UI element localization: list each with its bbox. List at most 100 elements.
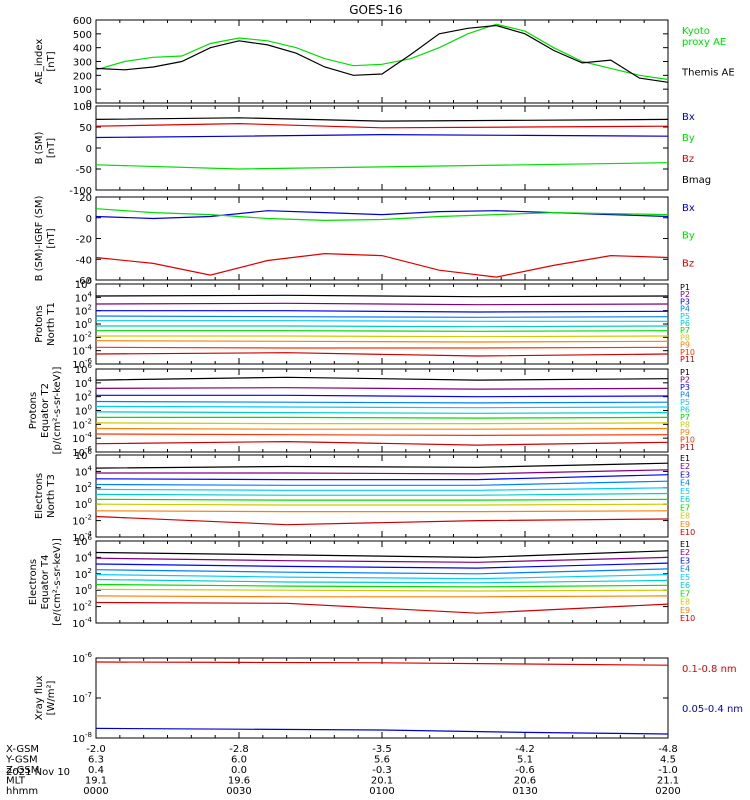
y-tick-label: 102 — [75, 390, 92, 404]
ephemeris-value: -1.0 — [658, 765, 678, 776]
y-tick-label: 106 — [75, 448, 93, 462]
y-tick-label: 100 — [75, 583, 92, 597]
ephemeris-value: 5.1 — [517, 755, 533, 766]
y-tick-label: 10-2 — [72, 417, 92, 431]
y-axis-label: [nT] — [46, 51, 57, 71]
ephemeris-value: 21.1 — [657, 776, 679, 787]
legend-label: P1 — [680, 368, 690, 377]
ephemeris-value: 5.6 — [374, 755, 390, 766]
y-axis-label: Electrons — [28, 559, 39, 605]
series-line — [95, 133, 669, 139]
ephemeris-value: 0200 — [655, 786, 680, 797]
y-tick-label: 10-4 — [72, 431, 92, 445]
series-line — [95, 346, 669, 349]
y-tick-label: 100 — [75, 317, 92, 331]
y-tick-label: 10-4 — [72, 616, 92, 630]
series-line — [95, 568, 669, 575]
y-axis-label: B (SM) — [34, 131, 45, 164]
legend-label: P3 — [680, 297, 690, 306]
legend-label: E9 — [680, 520, 690, 529]
y-axis-label: North T1 — [46, 302, 57, 346]
y-axis-label: [nT] — [46, 138, 57, 158]
series-line — [95, 23, 669, 81]
panel-frame — [95, 196, 669, 281]
legend-label: P9 — [680, 341, 690, 350]
series-line — [95, 727, 669, 735]
ephemeris-value: 0000 — [83, 786, 108, 797]
legend-label: P1 — [680, 283, 690, 292]
ephemeris-value: -2.0 — [86, 744, 106, 755]
ephemeris-value: 20.6 — [514, 776, 536, 787]
legend-label: E10 — [680, 528, 695, 537]
legend-label: E6 — [680, 581, 690, 590]
series-line — [95, 487, 669, 491]
series-line — [95, 294, 669, 298]
legend-label: E7 — [680, 589, 690, 598]
series-line — [96, 330, 669, 332]
series-line — [95, 405, 669, 409]
panel-frame — [95, 368, 669, 453]
y-tick-label: -60 — [76, 276, 92, 287]
y-axis-label: Equator T2 — [40, 383, 51, 438]
y-axis-label: [e/(cm²-s-sr-keV)] — [52, 538, 63, 626]
series-line — [95, 252, 669, 278]
series-line — [95, 400, 669, 404]
legend-label: E6 — [680, 495, 690, 504]
legend-label: E5 — [680, 487, 690, 496]
ephemeris-value: -0.6 — [515, 765, 535, 776]
y-tick-label: -50 — [76, 165, 92, 176]
y-tick-label: 500 — [73, 30, 92, 41]
series-line — [95, 210, 669, 220]
legend-label: E1 — [680, 540, 690, 549]
ephemeris-value: 6.0 — [231, 755, 247, 766]
series-line — [95, 498, 669, 501]
ephemeris-row-label: hhmm — [6, 786, 38, 797]
y-axis-label: Protons — [34, 305, 45, 342]
y-tick-label: 104 — [75, 550, 93, 564]
y-tick-label: 10-8 — [72, 731, 92, 745]
legend-label: P2 — [680, 290, 690, 299]
series-line — [95, 427, 669, 430]
legend-label: Bz — [682, 154, 694, 165]
ephemeris-value: 0130 — [512, 786, 537, 797]
legend-label: P6 — [680, 406, 690, 415]
ephemeris-value: -4.2 — [515, 744, 535, 755]
y-tick-label: 10-2 — [72, 514, 92, 528]
panel-2: -100 -50 0 50 100 B (SM) [nT] Bx By Bz Bmag — [34, 102, 711, 197]
y-tick-label: 10-6 — [72, 651, 92, 665]
legend-label: P5 — [680, 398, 690, 407]
date-label: 2021 Nov 10 — [6, 767, 70, 778]
y-tick-label: 104 — [75, 464, 93, 478]
legend-label: By — [682, 133, 695, 144]
y-tick-label: 50 — [79, 123, 92, 134]
series-line — [96, 335, 669, 338]
series-line — [95, 352, 669, 357]
series-line — [95, 340, 669, 343]
y-axis-label: North T3 — [46, 474, 57, 518]
series-line — [95, 578, 669, 584]
legend-label: P8 — [680, 333, 690, 342]
y-tick-label: 10-7 — [72, 691, 92, 705]
y-tick-label: 200 — [73, 71, 92, 82]
legend-label: E8 — [680, 512, 690, 521]
y-tick-label: 10-4 — [72, 344, 92, 358]
y-tick-label: 106 — [75, 362, 93, 376]
series-line — [95, 315, 669, 318]
series-line — [95, 387, 669, 390]
series-line — [95, 376, 669, 381]
y-tick-label: 300 — [73, 58, 92, 69]
legend-label: 0.1-0.8 nm — [682, 664, 737, 675]
y-axis-label: [p/(cm²-s-sr-keV)] — [52, 367, 63, 455]
legend-label: P7 — [680, 326, 690, 335]
y-tick-label: 100 — [75, 404, 92, 418]
legend-label: E2 — [680, 548, 690, 557]
ephemeris-row-label: Z-GSM — [6, 765, 39, 776]
y-axis-label: B (SM)-IGRF (SM) — [34, 196, 45, 282]
panel-frame — [95, 657, 669, 739]
legend-label: Bz — [682, 258, 694, 269]
legend-label: P7 — [680, 413, 690, 422]
